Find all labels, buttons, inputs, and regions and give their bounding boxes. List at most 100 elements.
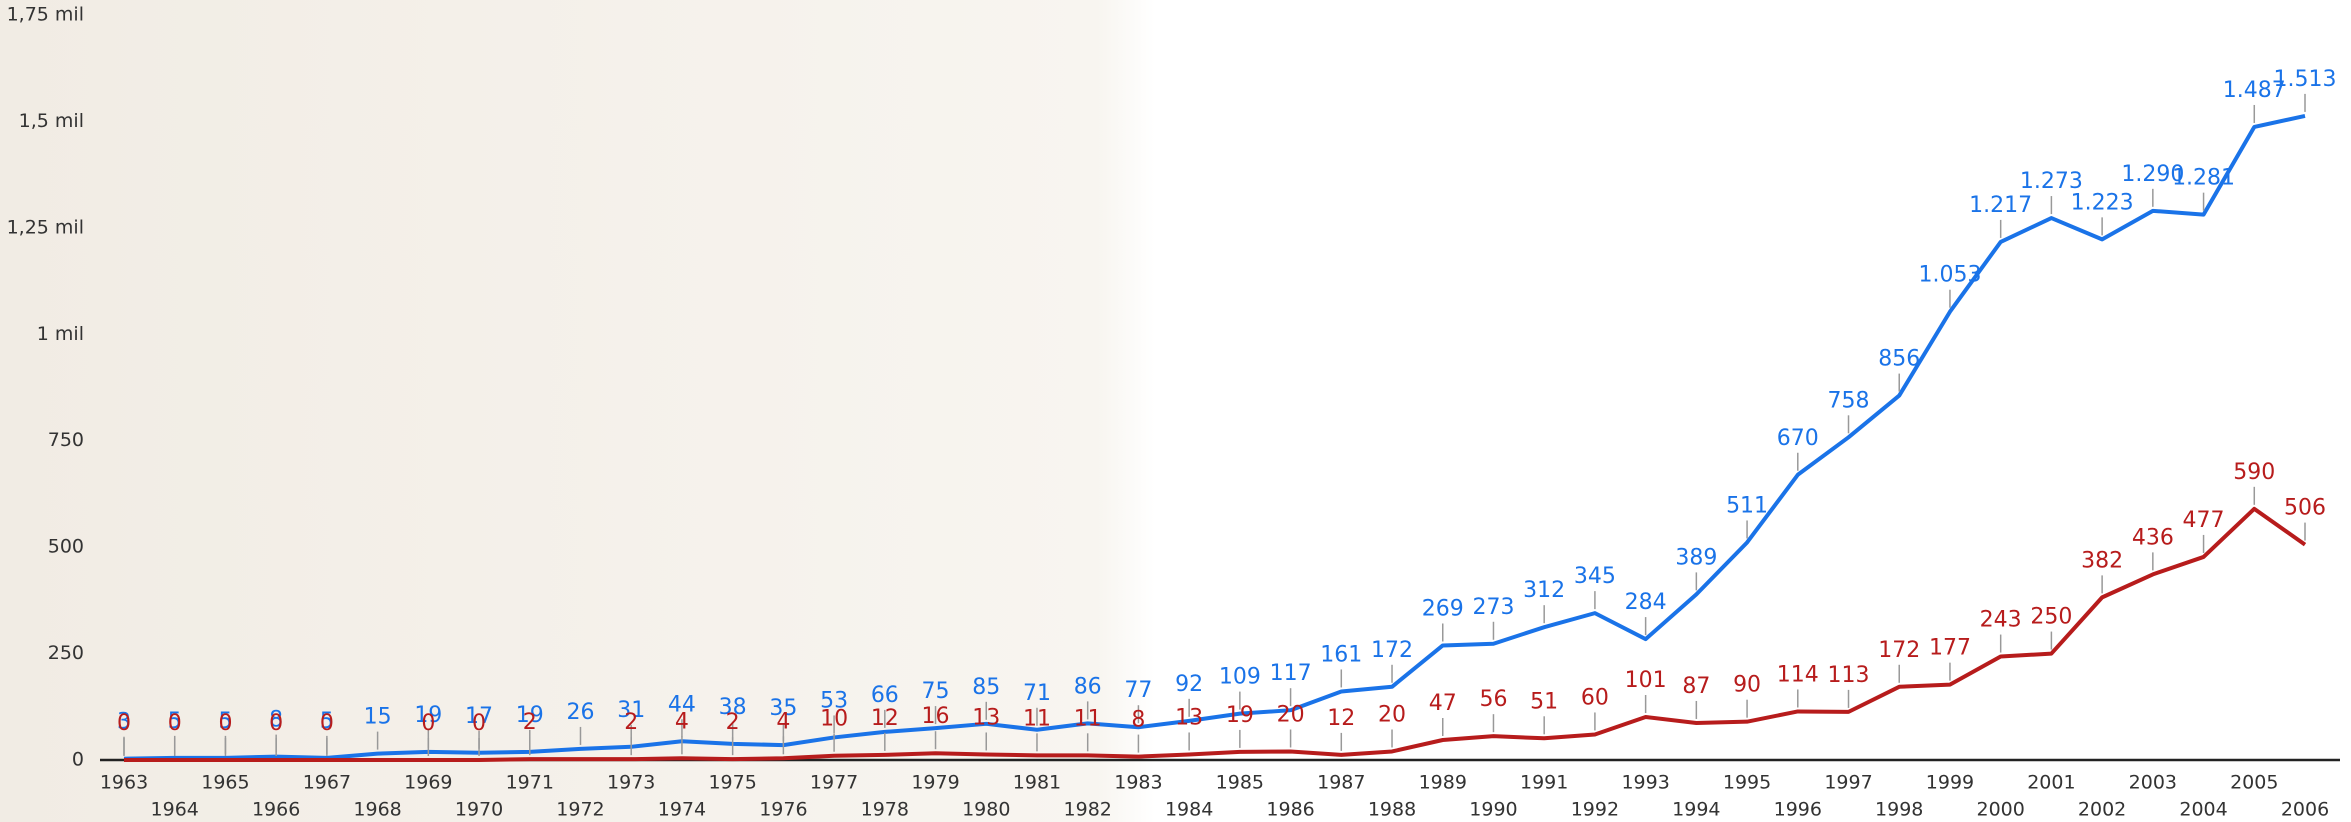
x-tick-label: 1964	[151, 799, 199, 821]
x-tick-label: 1974	[658, 799, 706, 821]
data-label: 243	[1980, 608, 2022, 633]
data-label: 11	[1074, 706, 1102, 731]
data-label: 10	[820, 707, 848, 732]
data-label: 1.273	[2020, 169, 2083, 194]
x-tick-label: 1973	[607, 772, 655, 794]
data-label: 5	[218, 709, 232, 734]
data-label: 75	[922, 679, 950, 704]
y-tick-label: 1,5 mil	[19, 110, 84, 132]
data-label: 2	[726, 710, 740, 735]
x-tick-label: 1984	[1165, 799, 1213, 821]
data-label: 758	[1828, 388, 1870, 413]
data-label: 13	[1175, 705, 1203, 730]
x-tick-label: 1998	[1875, 799, 1923, 821]
data-label: 20	[1378, 702, 1406, 727]
data-label: 92	[1175, 672, 1203, 697]
x-tick-label: 1977	[810, 772, 858, 794]
data-label: 86	[1074, 674, 1102, 699]
x-tick-label: 1989	[1419, 772, 1467, 794]
x-tick-label: 1993	[1621, 772, 1669, 794]
data-label: 8	[1131, 708, 1145, 733]
data-label: 1.053	[1918, 263, 1981, 288]
data-label: 101	[1625, 668, 1667, 693]
y-tick-label: 250	[48, 642, 84, 664]
x-tick-label: 2005	[2230, 772, 2278, 794]
data-label: 12	[1327, 706, 1355, 731]
data-label: 0	[472, 711, 486, 736]
x-tick-label: 1982	[1064, 799, 1112, 821]
x-tick-label: 1965	[201, 772, 249, 794]
x-tick-label: 1969	[404, 772, 452, 794]
y-tick-label: 1,25 mil	[7, 216, 84, 238]
data-label: 11	[1023, 706, 1051, 731]
watermark-background	[0, 0, 1155, 822]
data-label: 53	[820, 688, 848, 713]
y-tick-label: 750	[48, 429, 84, 451]
x-tick-label: 1971	[506, 772, 554, 794]
x-tick-label: 2000	[1976, 799, 2024, 821]
x-tick-label: 1991	[1520, 772, 1568, 794]
data-label: 856	[1878, 347, 1920, 372]
x-tick-label: 1992	[1571, 799, 1619, 821]
data-label: 26	[566, 700, 594, 725]
data-label: 511	[1726, 493, 1768, 518]
x-tick-label: 1975	[708, 772, 756, 794]
x-tick-label: 1976	[759, 799, 807, 821]
x-tick-label: 1988	[1368, 799, 1416, 821]
data-label: 5	[320, 709, 334, 734]
data-label: 109	[1219, 665, 1261, 690]
data-label: 19	[516, 703, 544, 728]
data-label: 312	[1523, 578, 1565, 603]
data-label: 0	[117, 711, 131, 736]
x-tick-label: 1994	[1672, 799, 1720, 821]
x-tick-label: 2006	[2281, 799, 2329, 821]
x-tick-label: 1983	[1114, 772, 1162, 794]
data-label: 2	[624, 710, 638, 735]
data-label: 2	[523, 710, 537, 735]
data-label: 177	[1929, 636, 1971, 661]
x-tick-label: 1978	[861, 799, 909, 821]
x-tick-label: 1972	[556, 799, 604, 821]
data-label: 269	[1422, 596, 1464, 621]
data-label: 0	[320, 711, 334, 736]
data-label: 31	[617, 698, 645, 723]
x-tick-label: 1970	[455, 799, 503, 821]
data-label: 114	[1777, 662, 1819, 687]
data-label: 71	[1023, 681, 1051, 706]
series-line	[124, 506, 2307, 762]
data-label: 19	[1226, 703, 1254, 728]
x-tick-label: 1997	[1824, 772, 1872, 794]
x-tick-label: 1981	[1013, 772, 1061, 794]
data-label: 1.281	[2172, 166, 2235, 191]
data-label: 12	[871, 706, 899, 731]
data-label: 19	[414, 703, 442, 728]
data-label: 273	[1472, 595, 1514, 620]
y-tick-label: 500	[48, 536, 84, 558]
data-label: 90	[1733, 673, 1761, 698]
data-label: 172	[1371, 638, 1413, 663]
y-tick-label: 0	[72, 749, 84, 771]
x-tick-label: 1995	[1723, 772, 1771, 794]
data-label: 56	[1479, 687, 1507, 712]
y-tick-label: 1,75 mil	[7, 4, 84, 26]
data-label: 20	[1277, 702, 1305, 727]
x-tick-label: 1967	[303, 772, 351, 794]
data-label: 506	[2284, 496, 2326, 521]
data-label: 382	[2081, 548, 2123, 573]
data-label: 47	[1429, 691, 1457, 716]
data-label: 60	[1581, 685, 1609, 710]
data-label: 1.513	[2274, 67, 2337, 92]
data-label: 38	[719, 695, 747, 720]
data-label: 590	[2233, 460, 2275, 485]
data-label: 172	[1878, 638, 1920, 663]
data-label: 250	[2030, 605, 2072, 630]
data-label: 477	[2183, 508, 2225, 533]
x-tick-label: 1963	[100, 772, 148, 794]
x-tick-label: 1996	[1774, 799, 1822, 821]
data-label: 85	[972, 675, 1000, 700]
data-label: 0	[218, 711, 232, 736]
data-label: 1.223	[2071, 190, 2134, 215]
x-tick-label: 1987	[1317, 772, 1365, 794]
data-label: 4	[776, 709, 790, 734]
x-tick-label: 1999	[1926, 772, 1974, 794]
